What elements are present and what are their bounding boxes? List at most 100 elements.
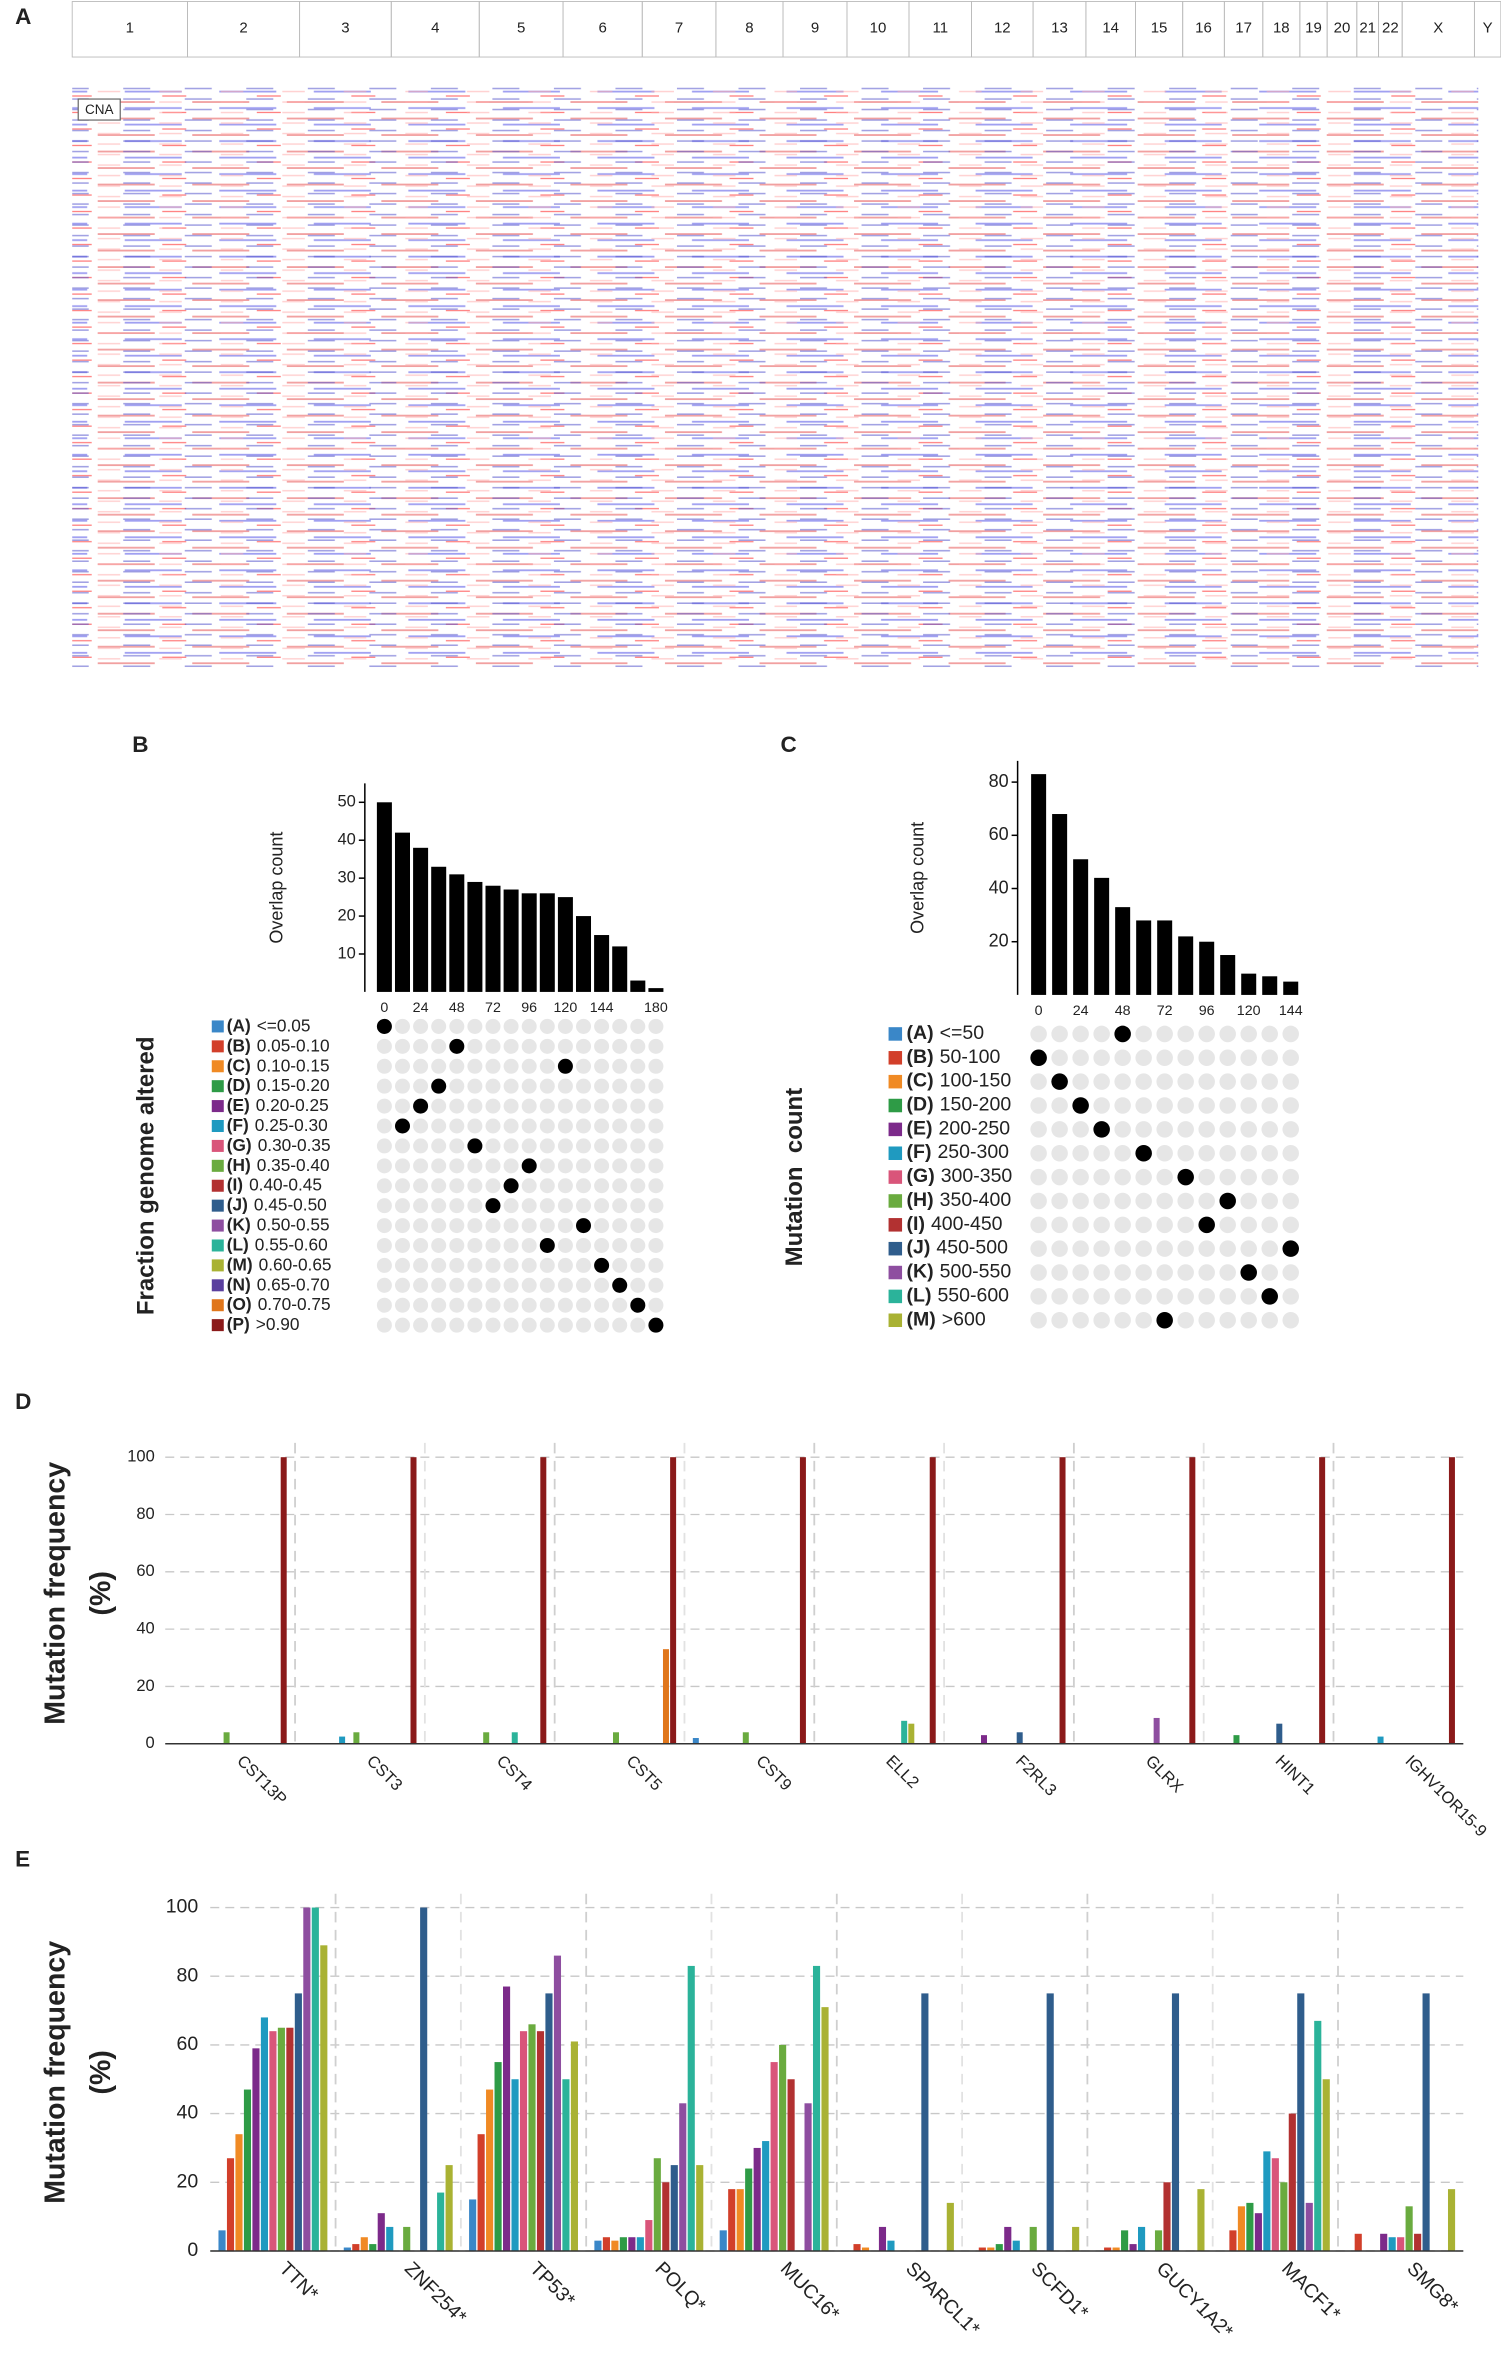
matrix-cell: [539, 1078, 555, 1094]
bar: [799, 1457, 806, 1744]
matrix-cell: [1072, 1073, 1089, 1090]
matrix-cell: [1093, 1097, 1110, 1114]
panel-letter: D: [15, 1389, 31, 1414]
bar: [570, 2041, 578, 2251]
x-tick-label: TTN*: [275, 2258, 323, 2306]
matrix-cell: [648, 1158, 664, 1174]
matrix-cell: [376, 1218, 392, 1234]
matrix-cell: [1261, 1216, 1278, 1234]
bar: [503, 889, 519, 992]
matrix-cell: [413, 1038, 429, 1054]
matrix-cell: [648, 1198, 664, 1214]
set-color: [211, 1319, 224, 1332]
matrix-cell: [485, 1277, 501, 1293]
y-tick-label: 30: [337, 869, 355, 887]
matrix-cell: [394, 1317, 410, 1333]
set-color: [888, 1051, 903, 1065]
chromosome-label: 15: [1151, 19, 1168, 36]
bar: [1029, 2226, 1037, 2251]
matrix-cell: [521, 1058, 537, 1074]
y-tick-label: 60: [989, 824, 1009, 844]
matrix-cell: [594, 1158, 610, 1174]
chromosome-label: 19: [1305, 19, 1322, 36]
matrix-cell: [485, 1178, 501, 1194]
matrix-cell: [539, 1257, 555, 1273]
matrix-cell: [1282, 1121, 1299, 1138]
bar: [613, 1732, 619, 1744]
intersection-dot: [630, 1297, 646, 1313]
matrix-cell: [1219, 1025, 1236, 1043]
bar: [692, 1738, 699, 1744]
matrix-cell: [431, 1158, 447, 1174]
matrix-cell: [1093, 1312, 1110, 1329]
intersection-dot: [1198, 1216, 1215, 1234]
matrix-cell: [376, 1317, 392, 1333]
bar: [494, 2062, 502, 2251]
bar: [1262, 976, 1278, 995]
intersection-dot: [1051, 1073, 1068, 1090]
intersection-dot: [1240, 1264, 1257, 1281]
matrix-cell: [612, 1018, 628, 1034]
intersection-dot: [1114, 1025, 1131, 1043]
bar: [929, 1457, 936, 1744]
matrix-cell: [467, 1178, 483, 1194]
matrix-cell: [431, 1118, 447, 1134]
matrix-cell: [1177, 1264, 1194, 1281]
bar: [521, 893, 537, 992]
matrix-cell: [1240, 1216, 1257, 1234]
x-tick-label: 24: [413, 1000, 429, 1016]
matrix-cell: [557, 1178, 573, 1194]
x-tick-label: ZNF254*: [400, 2258, 471, 2329]
intersection-dot: [467, 1138, 483, 1154]
bar: [437, 2192, 445, 2251]
matrix-cell: [1177, 1288, 1194, 1305]
set-color: [211, 1219, 224, 1232]
bar: [486, 2089, 494, 2251]
matrix-cell: [630, 1178, 646, 1194]
matrix-cell: [503, 1218, 519, 1234]
y-tick-label: 80: [177, 1964, 199, 1986]
bar: [562, 2079, 570, 2251]
bar: [311, 1907, 319, 2251]
matrix-cell: [576, 1038, 592, 1054]
bar: [218, 2230, 226, 2251]
matrix-cell: [612, 1297, 628, 1313]
matrix-cell: [521, 1138, 537, 1154]
matrix-cell: [1198, 1144, 1215, 1162]
set-range: 0.30-0.35: [258, 1134, 331, 1154]
bar: [360, 2237, 368, 2251]
matrix-cell: [376, 1038, 392, 1054]
bar: [539, 893, 555, 992]
intersection-dot: [485, 1198, 501, 1214]
matrix-cell: [576, 1078, 592, 1094]
matrix-cell: [1219, 1264, 1236, 1281]
matrix-cell: [1261, 1025, 1278, 1043]
matrix-cell: [431, 1038, 447, 1054]
intersection-dot: [503, 1178, 519, 1194]
chromosome-label: 6: [599, 19, 607, 36]
bar: [1094, 877, 1110, 995]
set-label: (M) >600: [907, 1308, 986, 1330]
set-color: [888, 1170, 903, 1184]
matrix-cell: [521, 1178, 537, 1194]
set-label: (G) 0.30-0.35: [227, 1134, 331, 1154]
matrix-cell: [1198, 1192, 1215, 1210]
annotation: CNA: [85, 102, 114, 117]
matrix-cell: [1282, 1216, 1299, 1234]
set-range: 0.50-0.55: [257, 1214, 330, 1234]
set-color: [211, 1060, 224, 1073]
matrix-cell: [1261, 1264, 1278, 1281]
matrix-cell: [1177, 1312, 1194, 1329]
matrix-cell: [485, 1138, 501, 1154]
matrix-cell: [1219, 1168, 1236, 1186]
set-label: (L) 0.55-0.60: [227, 1234, 328, 1254]
bar: [908, 1723, 915, 1744]
bar: [630, 980, 646, 992]
matrix-cell: [521, 1098, 537, 1114]
matrix-cell: [376, 1098, 392, 1114]
chromosome-label: 11: [932, 19, 948, 36]
matrix-cell: [394, 1058, 410, 1074]
set-color: [211, 1259, 224, 1272]
bar: [235, 2134, 243, 2251]
bar: [1197, 2189, 1205, 2251]
